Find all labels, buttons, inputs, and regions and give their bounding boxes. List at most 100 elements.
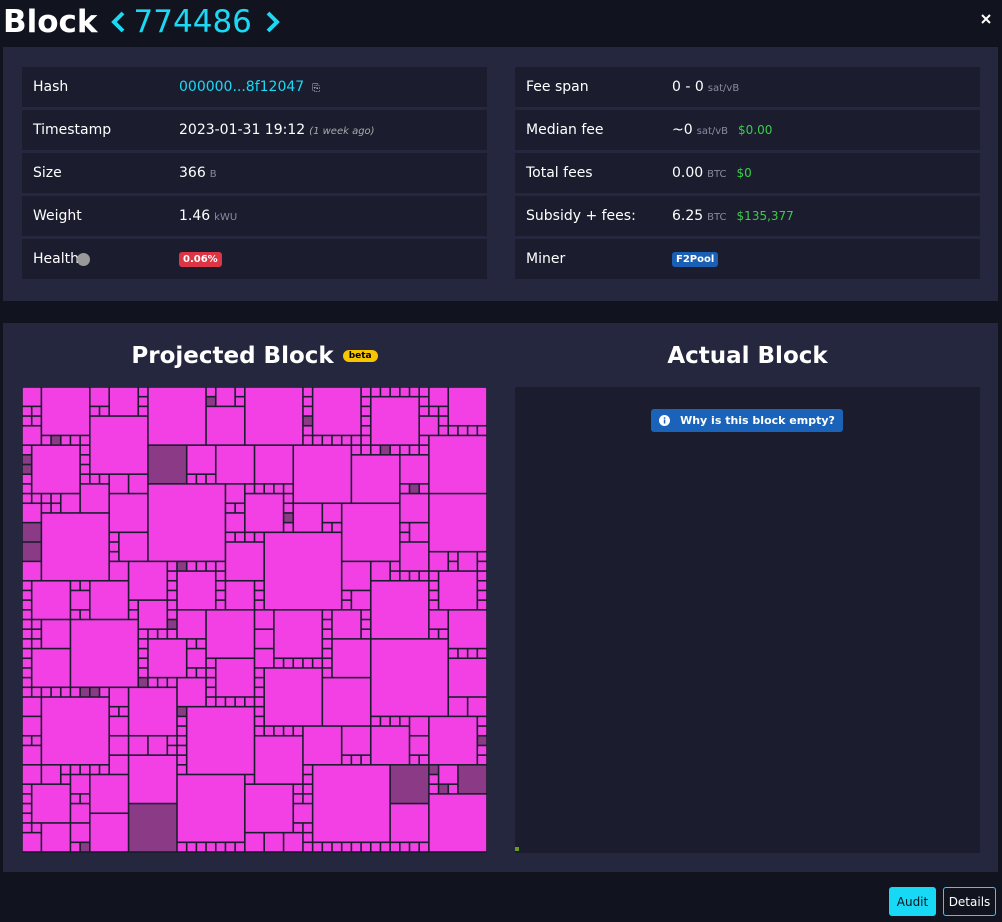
tx-square [410, 717, 429, 735]
tx-square [139, 639, 148, 648]
detail-value: F2Pool [672, 251, 719, 267]
close-button[interactable] [979, 12, 993, 26]
tx-square [80, 474, 90, 484]
value-text: 1.46 [179, 208, 211, 224]
tx-square [226, 533, 235, 542]
tx-square [42, 765, 60, 784]
tx-square [255, 726, 264, 735]
tx-square [61, 775, 70, 784]
tx-square [478, 600, 487, 610]
tx-square [303, 659, 312, 668]
tx-square [22, 591, 31, 600]
projected-title: Projected Block [131, 343, 334, 369]
tx-square [371, 581, 429, 639]
unit-text: BTC [707, 169, 727, 180]
tx-square [478, 571, 487, 580]
tx-square [371, 397, 419, 445]
tx-square [294, 823, 303, 832]
tx-square [478, 746, 487, 755]
detail-row: Size 366 B [22, 153, 487, 193]
tx-square [109, 494, 148, 532]
tx-square [129, 562, 167, 600]
tx-square [361, 426, 370, 435]
block-height[interactable]: 774486 [133, 4, 252, 40]
tx-square [294, 504, 322, 532]
detail-label: Fee span [526, 79, 589, 95]
tx-square [129, 600, 138, 610]
tx-square [139, 600, 167, 629]
tx-square [245, 484, 254, 493]
tx-square [332, 843, 341, 852]
tx-square [429, 775, 438, 784]
tx-square [400, 494, 429, 522]
tx-square [342, 726, 370, 755]
tx-square [361, 620, 370, 629]
tx-square [449, 659, 487, 697]
tx-square [22, 426, 41, 445]
tx-square [313, 387, 361, 435]
tx-square [216, 697, 225, 706]
tx-square [439, 571, 477, 610]
tx-square [90, 775, 128, 813]
empty-block-text: Why is this block empty? [680, 414, 835, 427]
tx-square [206, 562, 215, 571]
tx-square [22, 484, 31, 493]
tx-square [80, 688, 90, 697]
tx-square [410, 736, 429, 755]
tx-square [419, 484, 429, 493]
tx-square [168, 581, 177, 590]
tx-square [284, 504, 293, 513]
detail-value: 366 B [179, 165, 217, 181]
tx-square [109, 542, 119, 551]
tx-square [148, 736, 167, 755]
tx-square [449, 426, 458, 435]
tx-square [22, 717, 41, 735]
tx-square [129, 474, 148, 493]
tx-square [274, 610, 322, 658]
tx-square [419, 843, 429, 852]
tx-square [216, 659, 254, 697]
page-title: Block [3, 4, 98, 40]
tx-square [303, 426, 312, 435]
tx-square [119, 707, 128, 716]
tx-square [294, 445, 351, 503]
tx-square [313, 843, 322, 852]
details-button[interactable]: Details [943, 887, 996, 916]
tx-square [168, 562, 177, 571]
value-text: 2023-01-31 19:12 [179, 122, 306, 138]
empty-block-button[interactable]: Why is this block empty? [651, 409, 843, 432]
tx-square [32, 784, 70, 823]
tx-square [303, 784, 312, 794]
tx-square [80, 843, 90, 852]
actual-title: Actual Block [667, 343, 828, 369]
tx-square [100, 407, 109, 416]
tx-square [187, 707, 254, 774]
copy-icon[interactable]: ⎘ [312, 83, 321, 94]
detail-label: Miner [526, 251, 566, 267]
tx-square [390, 843, 400, 852]
value-text[interactable]: 000000...8f12047 [179, 79, 305, 95]
tx-square [139, 678, 148, 687]
tx-square [187, 639, 196, 648]
tx-square [478, 591, 487, 600]
tx-square [361, 445, 370, 455]
tx-square [90, 688, 99, 697]
tx-square [264, 726, 274, 735]
tx-square [255, 629, 274, 648]
tx-square [177, 775, 245, 842]
tx-square [90, 814, 128, 852]
prev-block[interactable] [106, 7, 132, 37]
tx-square [449, 610, 487, 648]
tx-square [361, 629, 370, 639]
detail-label: Timestamp [33, 122, 112, 138]
tx-square [303, 823, 312, 832]
tx-square [177, 755, 186, 765]
tx-square [32, 581, 70, 619]
next-block[interactable] [260, 7, 286, 37]
tx-square [390, 445, 400, 455]
audit-button[interactable]: Audit [889, 887, 936, 916]
tx-square [51, 688, 60, 697]
tx-square [22, 474, 31, 484]
tx-square [255, 581, 264, 590]
tx-square [177, 746, 186, 755]
